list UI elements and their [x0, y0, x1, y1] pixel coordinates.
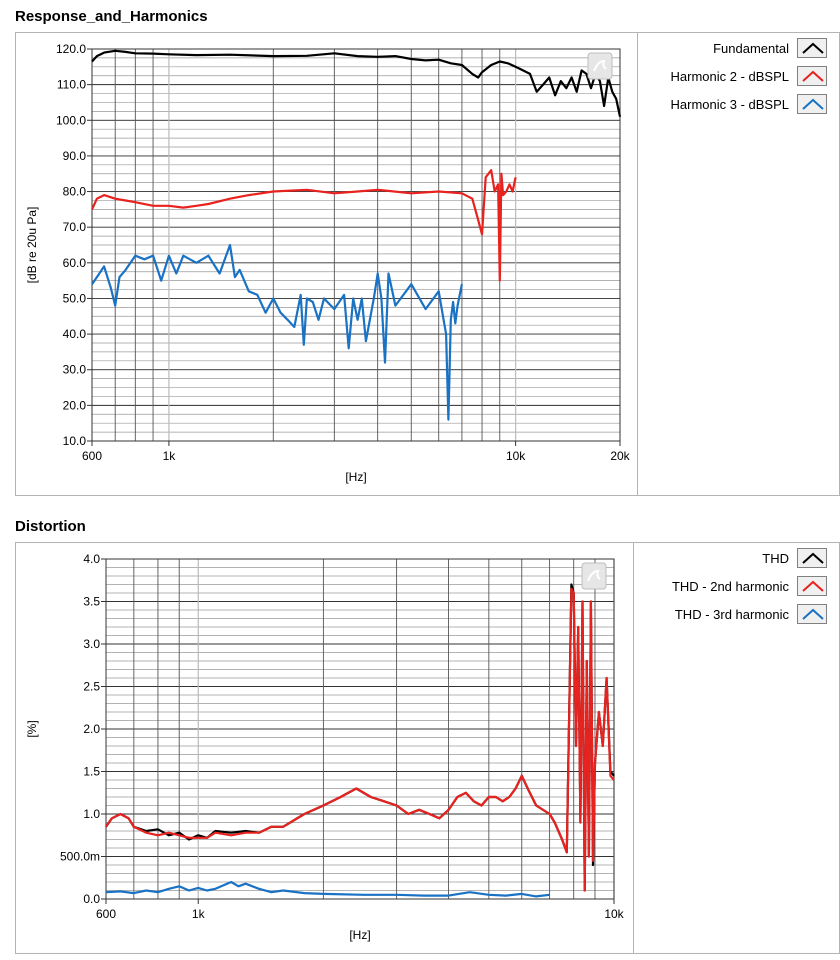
chart2-legend-entry-3: THD - 3rd harmonic: [675, 601, 827, 627]
legend-label: Harmonic 3 - dBSPL: [670, 96, 790, 112]
chart2-legend-entry-2: THD - 2nd harmonic: [672, 573, 827, 599]
y-tick-label: 3.5: [83, 595, 100, 609]
x-axis-label: [Hz]: [349, 928, 370, 942]
legend-label: Harmonic 2 - dBSPL: [670, 68, 790, 84]
chart2-panel: 0.0 500.0m 1.0 1.5 2.0 2.5 3.0 3.5 4.0 600 1k 10k [H…: [15, 542, 840, 954]
legend-label: THD - 3rd harmonic: [674, 606, 789, 622]
series-line-3: [105, 880, 550, 898]
chart1-legend-entry-1: Fundamental: [713, 35, 827, 61]
y-tick-label: 1.5: [83, 765, 100, 779]
chart2-legend-divider: [633, 543, 634, 953]
chart1-panel: 10.0 20.0 30.0 40.0 50.0 60.0 70.0 80.0 90.0 100.…: [15, 32, 840, 496]
x-tick-label: 1k: [163, 449, 177, 463]
x-axis-label: [Hz]: [345, 470, 366, 484]
y-tick-label: 110.0: [57, 78, 86, 92]
legend-swatch[interactable]: [797, 548, 827, 568]
chart1-plot: 10.0 20.0 30.0 40.0 50.0 60.0 70.0 80.0 90.0 100.…: [25, 42, 631, 484]
x-tick-label: 1k: [192, 907, 206, 921]
y-tick-label: 30.0: [63, 363, 87, 377]
x-tick-label: 10k: [506, 449, 526, 463]
legend-label: THD: [762, 550, 789, 566]
y-tick-label: 90.0: [63, 149, 87, 163]
graph-palette-icon: [581, 562, 607, 590]
y-tick-label: 500.0m: [60, 850, 100, 864]
series-line-2: [105, 587, 615, 892]
chart2-title: Distortion: [15, 518, 86, 535]
series-line-3: [91, 243, 463, 421]
chart2-legend: THD THD - 2nd harmonic THD - 3rd harmoni…: [636, 545, 827, 635]
series-line-1: [91, 49, 622, 117]
x-tick-label: 600: [96, 907, 116, 921]
legend-swatch[interactable]: [797, 604, 827, 624]
chart1-legend-entry-3: Harmonic 3 - dBSPL: [670, 91, 827, 117]
y-tick-label: 120.0: [56, 42, 86, 56]
y-tick-label: 100.0: [56, 113, 86, 127]
chart1-legend-entry-2: Harmonic 2 - dBSPL: [670, 63, 827, 89]
y-tick-label: 4.0: [83, 552, 100, 566]
x-tick-label: 600: [82, 449, 102, 463]
y-tick-label: 0.0: [83, 892, 100, 906]
plot-frame: [91, 48, 621, 442]
chart1-legend: Fundamental Harmonic 2 - dBSPL Harmonic …: [640, 35, 827, 125]
series-line-2: [90, 169, 517, 282]
y-tick-label: 10.0: [63, 434, 87, 448]
legend-swatch[interactable]: [797, 38, 827, 58]
y-tick-label: 2.5: [83, 680, 100, 694]
y-tick-label: 70.0: [63, 220, 87, 234]
y-tick-label: 50.0: [63, 291, 87, 305]
graph-palette-icon: [587, 52, 613, 80]
legend-label: Fundamental: [713, 40, 789, 56]
y-tick-label: 20.0: [63, 398, 87, 412]
legend-swatch[interactable]: [797, 576, 827, 596]
x-tick-label: 10k: [604, 907, 624, 921]
y-tick-label: 80.0: [63, 185, 87, 199]
chart2-legend-entry-1: THD: [762, 545, 827, 571]
y-axis-label: [%]: [25, 720, 39, 737]
x-tick-label: 20k: [610, 449, 630, 463]
y-tick-label: 1.0: [83, 807, 100, 821]
y-axis-label: [dB re 20u Pa]: [25, 207, 39, 284]
chart1-legend-divider: [637, 33, 638, 495]
legend-swatch[interactable]: [797, 66, 827, 86]
y-tick-label: 3.0: [83, 637, 100, 651]
chart1-title: Response_and_Harmonics: [15, 8, 208, 25]
y-tick-label: 60.0: [63, 256, 87, 270]
chart2-plot: 0.0 500.0m 1.0 1.5 2.0 2.5 3.0 3.5 4.0 600 1k 10k [H…: [25, 552, 625, 942]
legend-swatch[interactable]: [797, 94, 827, 114]
y-tick-label: 40.0: [63, 327, 87, 341]
y-tick-label: 2.0: [83, 722, 100, 736]
legend-label: THD - 2nd harmonic: [671, 578, 789, 594]
